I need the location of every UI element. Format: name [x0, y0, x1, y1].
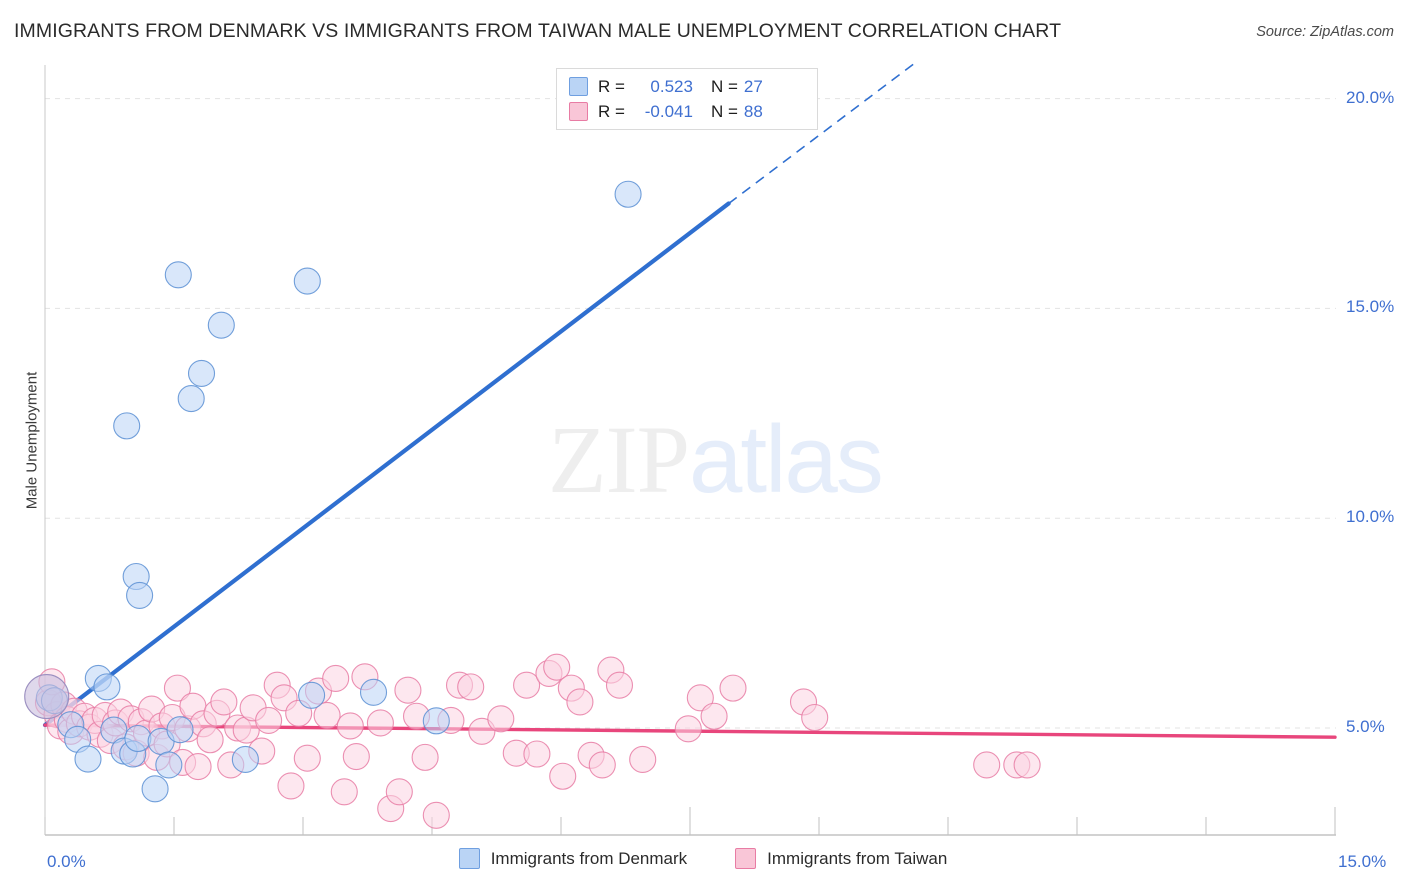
correlation-stats-box: R = 0.523 N = 27 R = -0.041 N = 88 [556, 68, 818, 130]
taiwan-r-value: -0.041 [644, 101, 693, 121]
data-point-denmark [207, 311, 235, 339]
data-point-taiwan [293, 744, 321, 772]
data-point-taiwan [255, 706, 283, 734]
legend-item-denmark[interactable]: Immigrants from Denmark [458, 848, 688, 869]
data-point-denmark [93, 673, 121, 701]
data-point-taiwan [629, 745, 657, 774]
data-point-denmark [126, 581, 154, 609]
data-point-taiwan [700, 702, 728, 730]
legend-label-taiwan: Immigrants from Taiwan [767, 848, 948, 868]
data-point-taiwan [513, 671, 541, 699]
chart-legend: Immigrants from Denmark Immigrants from … [0, 848, 1406, 869]
data-point-denmark [231, 745, 259, 774]
data-point-denmark [422, 707, 450, 735]
data-point-taiwan [549, 762, 577, 790]
denmark-n-label: N = [710, 76, 738, 96]
data-point-taiwan [973, 751, 1001, 779]
data-point-denmark [187, 359, 216, 387]
legend-item-taiwan[interactable]: Immigrants from Taiwan [735, 848, 947, 869]
y-tick-label-0: 5.0% [1346, 716, 1385, 736]
stats-row-taiwan: R = -0.041 N = 88 [569, 99, 807, 124]
data-point-denmark [124, 724, 152, 753]
denmark-swatch-icon [569, 77, 588, 96]
data-point-denmark [155, 751, 183, 779]
denmark-r-label: R = [598, 76, 625, 96]
data-point-denmark [166, 716, 194, 744]
data-point-taiwan [277, 772, 305, 800]
denmark-n-value: 27 [743, 76, 763, 96]
data-point-taiwan [342, 742, 370, 771]
data-point-taiwan [422, 801, 450, 829]
trend-lines [42, 60, 1337, 739]
y-tick-label-1: 10.0% [1346, 507, 1395, 527]
data-point-taiwan [366, 709, 394, 737]
origin-cluster-marker [24, 673, 70, 720]
trend-line-denmark [42, 201, 731, 728]
data-point-taiwan [801, 703, 829, 732]
data-point-taiwan [674, 715, 702, 743]
data-point-taiwan [184, 753, 212, 781]
data-point-taiwan [523, 740, 551, 768]
data-point-denmark [614, 180, 642, 208]
data-point-denmark [298, 681, 326, 709]
data-point-taiwan [468, 717, 496, 745]
gridlines [45, 98, 1336, 729]
stats-row-denmark: R = 0.523 N = 27 [569, 74, 807, 99]
data-point-taiwan [719, 674, 747, 702]
taiwan-n-label: N = [710, 101, 738, 121]
data-point-taiwan [605, 671, 634, 699]
trend-line-denmark-projected [728, 60, 919, 205]
data-point-taiwan [163, 674, 191, 702]
data-point-denmark [113, 412, 141, 440]
data-point-taiwan [543, 653, 571, 681]
taiwan-r-label: R = [598, 101, 625, 121]
y-tick-label-3: 20.0% [1346, 87, 1395, 107]
data-point-taiwan [686, 684, 714, 712]
data-point-denmark [74, 745, 102, 773]
denmark-points [35, 180, 642, 803]
source-attribution: Source: ZipAtlas.com [1256, 24, 1394, 40]
data-point-taiwan [588, 751, 616, 779]
page-title: IMMIGRANTS FROM DENMARK VS IMMIGRANTS FR… [14, 20, 1062, 42]
legend-swatch-denmark-icon [458, 848, 480, 869]
data-point-taiwan [566, 688, 594, 716]
taiwan-swatch-icon [569, 102, 588, 121]
data-point-taiwan [411, 743, 439, 771]
data-point-taiwan [336, 712, 364, 740]
data-point-taiwan [313, 701, 341, 729]
data-point-taiwan [196, 726, 224, 754]
legend-swatch-taiwan-icon [735, 848, 757, 869]
data-point-denmark [141, 775, 169, 803]
taiwan-n-value: 88 [743, 101, 763, 121]
data-point-taiwan [210, 688, 238, 716]
data-point-denmark [177, 385, 205, 413]
data-point-taiwan [385, 778, 413, 806]
data-point-taiwan [457, 673, 485, 701]
data-point-denmark [164, 261, 192, 289]
data-point-denmark [359, 678, 388, 706]
legend-label-denmark: Immigrants from Denmark [490, 848, 688, 868]
data-point-taiwan [394, 676, 422, 704]
x-tick-label-1: 15.0% [1338, 852, 1387, 871]
data-point-overlap [24, 673, 70, 720]
y-tick-label-2: 15.0% [1346, 297, 1395, 317]
data-point-taiwan [487, 705, 515, 733]
data-point-denmark [293, 267, 321, 295]
data-point-taiwan [322, 664, 350, 693]
data-point-taiwan [330, 778, 358, 806]
denmark-r-value: 0.523 [650, 76, 693, 96]
data-point-taiwan [1013, 751, 1041, 779]
x-tick-label-0: 0.0% [47, 852, 86, 871]
